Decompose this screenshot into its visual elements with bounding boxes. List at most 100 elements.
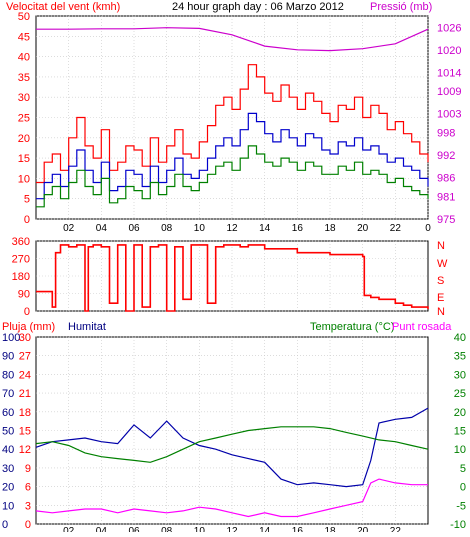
top-x-tick-label: 18: [324, 223, 336, 234]
bottom-x-tick-label: 16: [292, 526, 304, 532]
humidity-tick-label: 80: [2, 369, 14, 381]
direction-label-e: E: [437, 292, 444, 304]
humidity-tick-label: 60: [2, 407, 14, 419]
temperature-tick-label: 35: [454, 351, 466, 363]
dew-point-label: Punt rosada: [392, 321, 452, 333]
direction-label-w: W: [437, 258, 448, 270]
wind-tick-label: 15: [18, 153, 30, 165]
top-x-tick-label: 0: [425, 223, 431, 234]
series-gust-line: [36, 64, 429, 184]
direction-label-n-top: N: [437, 240, 445, 252]
direction-tick-label: 270: [12, 254, 30, 266]
top-x-tick-label: 04: [96, 223, 108, 234]
wind-tick-label: 20: [18, 133, 30, 145]
wind-tick-label: 35: [18, 72, 30, 84]
series-avg-line: [36, 112, 429, 200]
rain-label: Pluja (mm): [2, 321, 55, 333]
bottom-x-tick-label: 14: [259, 526, 271, 532]
rain-tick-label: 3: [25, 500, 31, 512]
temperature-tick-label: 25: [454, 388, 466, 400]
direction-label-n-bottom: N: [437, 306, 445, 318]
temperature-tick-label: 40: [454, 332, 466, 344]
wind-tick-label: 5: [24, 194, 30, 206]
wind-tick-label: 40: [18, 52, 30, 64]
rain-tick-label: 12: [19, 444, 31, 456]
temperature-label: Temperatura (°C): [310, 321, 394, 333]
series-humitat-line: [35, 407, 429, 488]
humidity-tick-label: 40: [2, 444, 14, 456]
pressure-tick-label: 981: [437, 191, 455, 203]
rain-tick-label: 0: [25, 519, 31, 531]
top-x-tick-label: 14: [259, 223, 271, 234]
top-x-tick-label: 10: [194, 223, 206, 234]
direction-tick-label: 180: [12, 271, 30, 283]
series-pressure-line: [36, 27, 429, 52]
top-x-tick-label: 16: [292, 223, 304, 234]
pressure-tick-label: 1009: [437, 86, 461, 98]
rain-tick-label: 9: [25, 463, 31, 475]
series-punt-rosada-line: [35, 478, 428, 518]
rain-tick-label: 27: [19, 351, 31, 363]
bottom-x-tick-label: 06: [128, 526, 140, 532]
series-temperatura-line: [35, 426, 429, 463]
bottom-x-tick-label: 22: [390, 526, 402, 532]
rain-tick-label: 21: [19, 388, 31, 400]
rain-tick-label: 18: [19, 407, 31, 419]
pressure-tick-label: 1003: [437, 109, 461, 121]
humidity-tick-label: 100: [2, 332, 20, 344]
top-x-tick-label: 08: [161, 223, 173, 234]
direction-tick-label: 0: [24, 306, 30, 318]
humidity-tick-label: 0: [2, 519, 8, 531]
wind-tick-label: 25: [18, 113, 30, 125]
temperature-tick-label: -10: [450, 519, 466, 531]
top-x-tick-label: 02: [63, 223, 75, 234]
pressure-tick-label: 975: [437, 214, 455, 226]
top-x-tick-label: 06: [128, 223, 140, 234]
temperature-tick-label: 30: [454, 369, 466, 381]
temperature-tick-label: 0: [460, 482, 466, 494]
rain-tick-label: 30: [19, 332, 31, 344]
top-x-tick-label: 22: [390, 223, 402, 234]
wind-speed-label: Velocitat del vent (kmh): [6, 1, 120, 13]
humidity-tick-label: 20: [2, 482, 14, 494]
temperature-tick-label: 20: [454, 407, 466, 419]
wind-tick-label: 10: [18, 173, 30, 185]
humidity-tick-label: 30: [2, 463, 14, 475]
wind-tick-label: 0: [24, 214, 30, 226]
direction-tick-label: 90: [18, 289, 30, 301]
pressure-label: Pressió (mb): [370, 1, 432, 13]
wind-tick-label: 50: [18, 11, 30, 23]
rain-tick-label: 24: [19, 369, 31, 381]
direction-label-s: S: [437, 275, 444, 287]
temperature-tick-label: 5: [460, 463, 466, 475]
top-x-tick-label: 12: [226, 223, 238, 234]
bottom-x-tick-label: 20: [357, 526, 369, 532]
page-title: 24 hour graph day : 06 Marzo 2012: [172, 1, 344, 13]
temperature-tick-label: 15: [454, 426, 466, 438]
bottom-x-tick-label: 02: [63, 526, 75, 532]
humidity-tick-label: 50: [2, 426, 14, 438]
humidity-tick-label: 10: [2, 500, 14, 512]
bottom-x-tick-label: 08: [161, 526, 173, 532]
pressure-tick-label: 986: [437, 173, 455, 185]
temperature-tick-label: 10: [454, 444, 466, 456]
pressure-tick-label: 1014: [437, 67, 461, 79]
humidity-tick-label: 90: [2, 351, 14, 363]
series-direction-line: [36, 244, 429, 312]
wind-tick-label: 30: [18, 92, 30, 104]
bottom-x-tick-label: 12: [226, 526, 238, 532]
top-x-tick-label: 20: [357, 223, 369, 234]
humidity-tick-label: 70: [2, 388, 14, 400]
pressure-tick-label: 992: [437, 150, 455, 162]
pressure-tick-label: 1026: [437, 22, 461, 34]
humidity-label: Humitat: [68, 321, 106, 333]
direction-tick-label: 360: [12, 236, 30, 248]
temperature-tick-label: -5: [456, 500, 466, 512]
bottom-x-tick-label: 18: [324, 526, 336, 532]
pressure-tick-label: 1020: [437, 45, 461, 57]
pressure-tick-label: 998: [437, 128, 455, 140]
rain-tick-label: 15: [19, 426, 31, 438]
wind-tick-label: 45: [18, 31, 30, 43]
